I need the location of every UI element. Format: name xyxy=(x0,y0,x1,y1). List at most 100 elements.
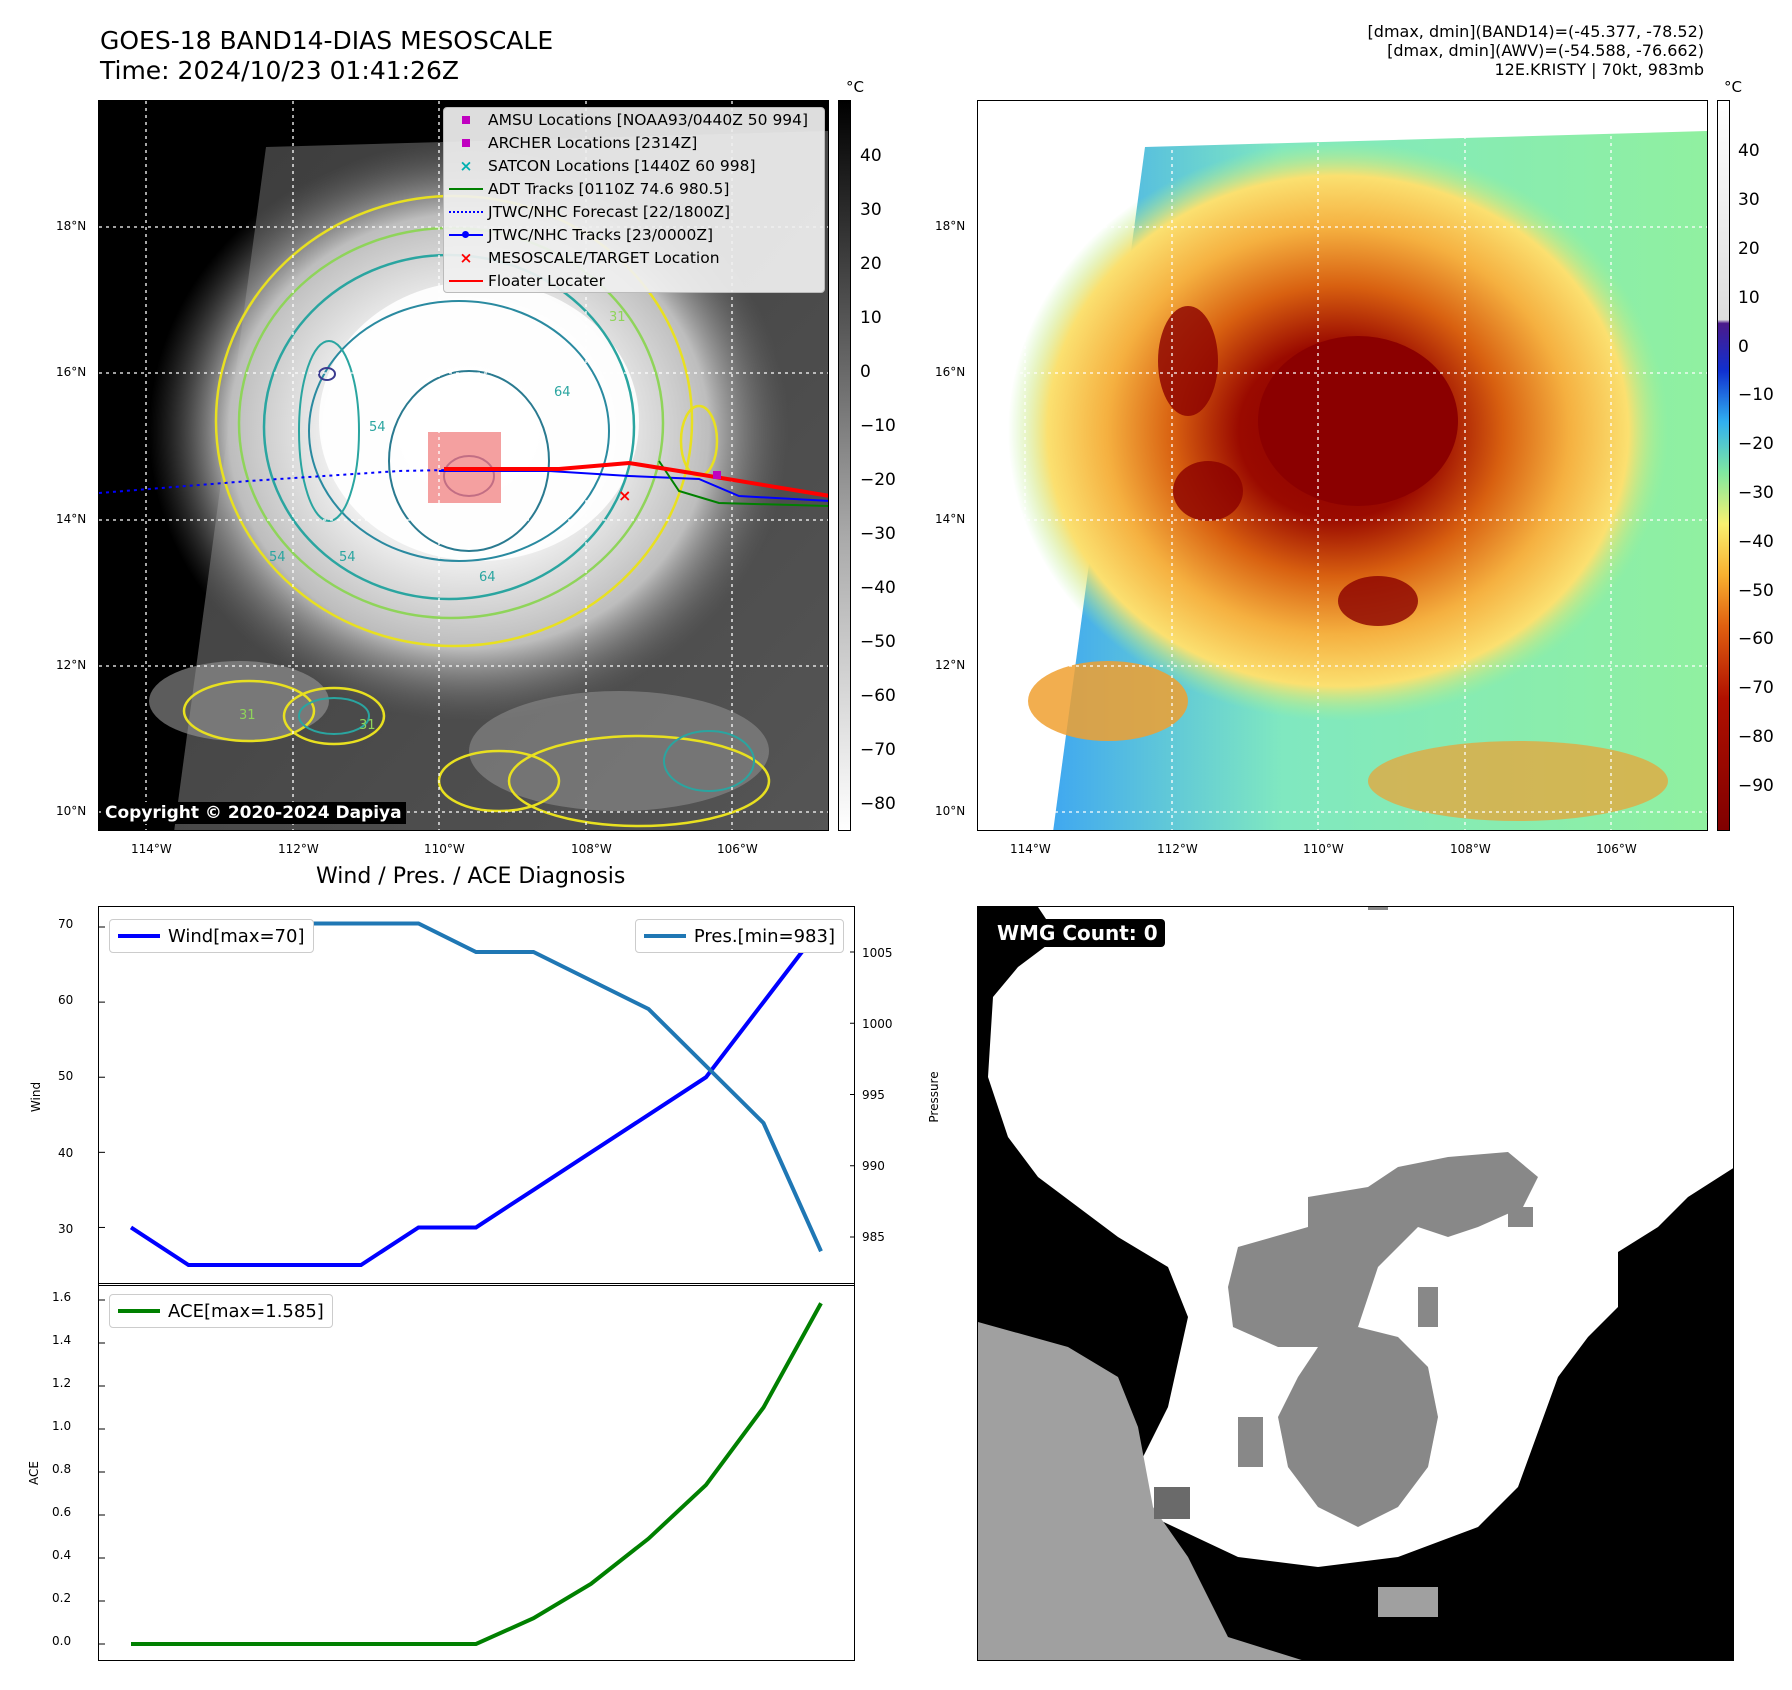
ace-svg xyxy=(99,1299,823,1646)
lon-label: 108°W xyxy=(571,842,612,856)
ace-legend: ACE[max=1.585] xyxy=(109,1294,333,1328)
contour-label: 54 xyxy=(369,420,386,435)
line-icon xyxy=(643,934,686,938)
lat-label: 18°N xyxy=(56,219,87,233)
info-line-3: 12E.KRISTY | 70kt, 983mb xyxy=(1494,60,1705,79)
contour-label: 31 xyxy=(609,310,626,325)
ace-tick: 1.2 xyxy=(52,1376,72,1390)
awv-colorbar-tick: −10 xyxy=(1738,385,1774,405)
ace-series-line xyxy=(131,1302,823,1646)
cross-icon: × xyxy=(459,248,473,267)
wind-pressure-svg xyxy=(99,921,854,1267)
awv-colorbar-tick: −90 xyxy=(1738,776,1774,796)
lon-label: 108°W xyxy=(1450,842,1491,856)
line-icon xyxy=(444,187,488,190)
awv-colorbar-tick: −80 xyxy=(1738,727,1774,747)
legend-item-amsu: AMSU Locations [NOAA93/0440Z 50 994] xyxy=(444,108,824,131)
title-line-2: Time: 2024/10/23 01:41:26Z xyxy=(100,56,459,85)
awv-colorbar-tick: 0 xyxy=(1738,337,1749,357)
contour-label: 54 xyxy=(339,550,356,565)
legend-item-floater: Floater Locater xyxy=(444,269,824,292)
ace-tick: 1.0 xyxy=(52,1419,72,1433)
pressure-tick: 1005 xyxy=(862,946,893,960)
info-line-2: [dmax, dmin](AWV)=(-54.588, -76.662) xyxy=(1387,41,1704,60)
awv-colorbar-tick: 10 xyxy=(1738,288,1760,308)
legend-item-forecast: JTWC/NHC Forecast [22/1800Z] xyxy=(444,200,824,223)
lat-label: 14°N xyxy=(56,512,87,526)
lon-label: 106°W xyxy=(1596,842,1637,856)
ir-colorbar-tick: −50 xyxy=(860,632,896,652)
wind-tick: 40 xyxy=(58,1146,74,1160)
lat-label: 10°N xyxy=(935,804,966,818)
title-line-1: GOES-18 BAND14-DIAS MESOSCALE xyxy=(100,26,554,55)
contour-label: 64 xyxy=(554,385,571,400)
wind-tick: 70 xyxy=(58,917,74,931)
awv-colorbar-tick: 40 xyxy=(1738,141,1760,161)
contour-label: 64 xyxy=(479,570,496,585)
awv-colorbar-tick: 30 xyxy=(1738,190,1760,210)
ir-satellite-panel: 64 54 54 54 64 31 31 31 × Copyright © 20… xyxy=(98,100,829,831)
ir-colorbar-tick: −60 xyxy=(860,686,896,706)
wind-tick: 60 xyxy=(58,993,74,1007)
legend-item-adt: ADT Tracks [0110Z 74.6 980.5] xyxy=(444,177,824,200)
storm-info: [dmax, dmin](BAND14)=(-45.377, -78.52) [… xyxy=(1368,22,1704,79)
pressure-tick: 990 xyxy=(862,1159,885,1173)
ace-tick: 0.2 xyxy=(52,1591,72,1605)
awv-colorbar xyxy=(1717,100,1730,831)
pressure-tick: 1000 xyxy=(862,1017,893,1031)
awv-colorbar-tick: −40 xyxy=(1738,532,1774,552)
wmg-panel: WMG Count: 0 xyxy=(977,906,1734,1661)
pressure-tick: 985 xyxy=(862,1230,885,1244)
info-line-1: [dmax, dmin](BAND14)=(-45.377, -78.52) xyxy=(1367,22,1704,41)
lon-label: 106°W xyxy=(717,842,758,856)
square-icon xyxy=(444,138,488,147)
awv-colorbar-tick: −50 xyxy=(1738,581,1774,601)
ir-colorbar-tick: 40 xyxy=(860,146,882,166)
legend-item-archer: ARCHER Locations [2314Z] xyxy=(444,131,824,154)
awv-colorbar-tick: −30 xyxy=(1738,483,1774,503)
ace-tick: 0.4 xyxy=(52,1548,72,1562)
ir-colorbar-tick: 0 xyxy=(860,362,871,382)
awv-unit-label: °C xyxy=(1724,78,1742,96)
ir-colorbar-tick: −80 xyxy=(860,794,896,814)
ir-colorbar-tick: −10 xyxy=(860,416,896,436)
ir-colorbar-tick: −70 xyxy=(860,740,896,760)
copyright-label: Copyright © 2020-2024 Dapiya xyxy=(101,802,406,824)
ir-unit-label: °C xyxy=(846,78,864,96)
contour-label: 54 xyxy=(269,550,286,565)
wmg-classification-image xyxy=(978,907,1733,1660)
ace-tick: 0.6 xyxy=(52,1505,72,1519)
wind-pressure-plot: Wind[max=70] Pres.[min=983] xyxy=(98,906,855,1286)
lon-label: 110°W xyxy=(1303,842,1344,856)
awv-satellite-image xyxy=(978,101,1707,830)
lat-label: 14°N xyxy=(935,512,966,526)
wmg-count-label: WMG Count: 0 xyxy=(990,919,1165,947)
legend-item-satcon: × SATCON Locations [1440Z 60 998] xyxy=(444,154,824,177)
ir-colorbar-tick: 30 xyxy=(860,200,882,220)
floater-track xyxy=(444,460,828,498)
ir-colorbar-tick: −40 xyxy=(860,578,896,598)
wind-series-line xyxy=(129,925,823,1267)
lat-label: 12°N xyxy=(935,658,966,672)
line-icon xyxy=(118,934,160,938)
dotted-line-icon xyxy=(444,210,488,213)
lon-label: 114°W xyxy=(1010,842,1051,856)
target-marker: × xyxy=(618,486,631,505)
lat-label: 18°N xyxy=(935,219,966,233)
awv-colorbar-tick: −60 xyxy=(1738,629,1774,649)
lon-label: 114°W xyxy=(131,842,172,856)
ace-tick: 1.6 xyxy=(52,1290,72,1304)
legend-item-jtwc-tracks: JTWC/NHC Tracks [23/0000Z] xyxy=(444,223,824,246)
lon-label: 112°W xyxy=(1157,842,1198,856)
ace-axis-label: ACE xyxy=(27,1461,41,1485)
lat-label: 10°N xyxy=(56,804,87,818)
ace-tick: 0.8 xyxy=(52,1462,72,1476)
wind-tick: 30 xyxy=(58,1222,74,1236)
ace-plot: ACE[max=1.585] xyxy=(98,1283,855,1661)
lat-label: 16°N xyxy=(935,365,966,379)
lon-label: 110°W xyxy=(424,842,465,856)
pressure-series-line xyxy=(131,921,823,1253)
awv-satellite-panel xyxy=(977,100,1708,831)
line-icon xyxy=(444,279,488,282)
awv-colorbar-tick: 20 xyxy=(1738,239,1760,259)
